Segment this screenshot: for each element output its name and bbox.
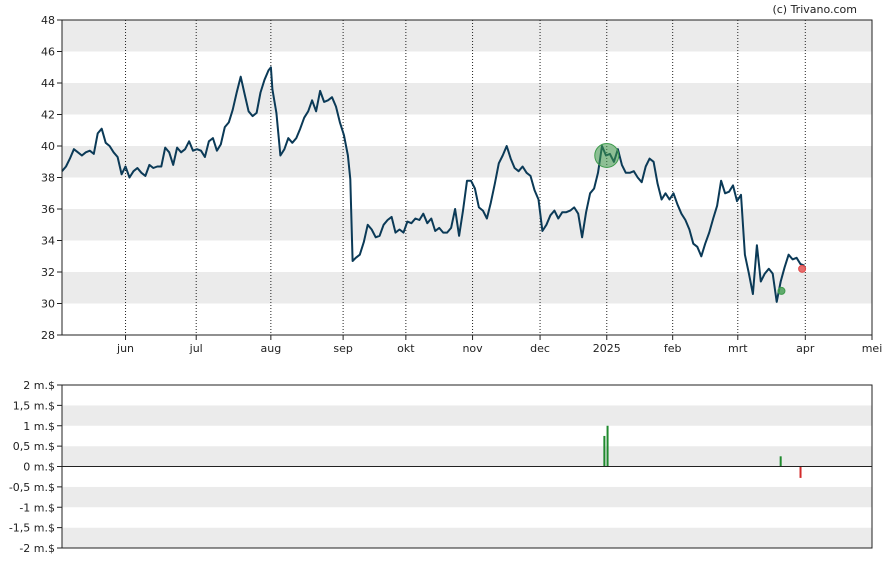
volume-y-tick-label: -0,5 m.$ [9, 481, 55, 494]
volume-band [62, 507, 872, 528]
trade-marker [777, 286, 786, 295]
price-markers [594, 142, 807, 295]
price-frame [61, 19, 873, 336]
x-tick-label: feb [664, 342, 682, 355]
x-tick-label: jun [116, 342, 134, 355]
volume-y-tick-label: 0 m.$ [23, 461, 55, 474]
price-band [62, 20, 872, 52]
volume-bar [606, 425, 609, 467]
volume-band [62, 425, 872, 447]
volume-y-tick-label: 1 m.$ [23, 420, 55, 433]
volume-band [62, 466, 872, 487]
price-chart-bands [62, 20, 872, 335]
x-tick-label: okt [397, 342, 415, 355]
volume-y-tick-label: -1,5 m.$ [9, 522, 55, 535]
price-line-layer [61, 66, 805, 303]
price-band [62, 240, 872, 272]
y-tick-label: 42 [41, 109, 55, 122]
x-tick-label: aug [261, 342, 282, 355]
credit-label: (c) Trivano.com [772, 3, 857, 16]
volume-band [62, 527, 872, 548]
volume-bar [779, 456, 782, 467]
x-tick-label: jul [189, 342, 203, 355]
x-tick-label: apr [796, 342, 815, 355]
y-tick-label: 28 [41, 329, 55, 342]
y-tick-label: 38 [41, 172, 55, 185]
y-tick-label: 32 [41, 266, 55, 279]
volume-band [62, 446, 872, 467]
y-tick-label: 48 [41, 14, 55, 27]
volume-bar [799, 466, 802, 478]
y-tick-label: 34 [41, 235, 55, 248]
x-tick-label: sep [333, 342, 352, 355]
price-band [62, 83, 872, 115]
price-band [62, 272, 872, 304]
trade-marker [594, 142, 620, 168]
x-tick-label: nov [462, 342, 483, 355]
price-band [62, 303, 872, 335]
y-tick-label: 44 [41, 77, 55, 90]
volume-y-tick-label: -1 m.$ [19, 501, 55, 514]
volume-band [62, 385, 872, 406]
price-line [61, 66, 805, 303]
y-tick-label: 30 [41, 298, 55, 311]
y-tick-label: 36 [41, 203, 55, 216]
volume-bar [603, 435, 606, 467]
x-tick-label: mrt [728, 342, 748, 355]
volume-y-tick-label: 1,5 m.$ [13, 399, 55, 412]
volume-y-tick-label: 2 m.$ [23, 379, 55, 392]
x-tick-label: 2025 [593, 342, 621, 355]
trade-marker [798, 264, 807, 273]
price-band [62, 209, 872, 241]
x-tick-label: dec [530, 342, 550, 355]
y-tick-label: 46 [41, 46, 55, 59]
price-band [62, 114, 872, 146]
volume-axis: -2 m.$ -1,5 m.$ -1 m.$ -0,5 m.$ 0 m.$ 0,5 m.$… [9, 379, 873, 555]
volume-y-tick-label: 0,5 m.$ [13, 440, 55, 453]
price-band [62, 146, 872, 178]
volume-band [62, 405, 872, 426]
price-band [62, 51, 872, 83]
volume-chart-bands [62, 385, 872, 548]
price-axis: jun jul aug sep okt nov dec 2025 feb mrt apr mei 28 3… [41, 14, 882, 355]
volume-y-tick-label: -2 m.$ [19, 542, 55, 555]
volume-band [62, 486, 872, 508]
y-tick-label: 40 [41, 140, 55, 153]
volume-bars [603, 425, 802, 478]
x-tick-label: mei [862, 342, 883, 355]
volume-frame [61, 384, 873, 549]
